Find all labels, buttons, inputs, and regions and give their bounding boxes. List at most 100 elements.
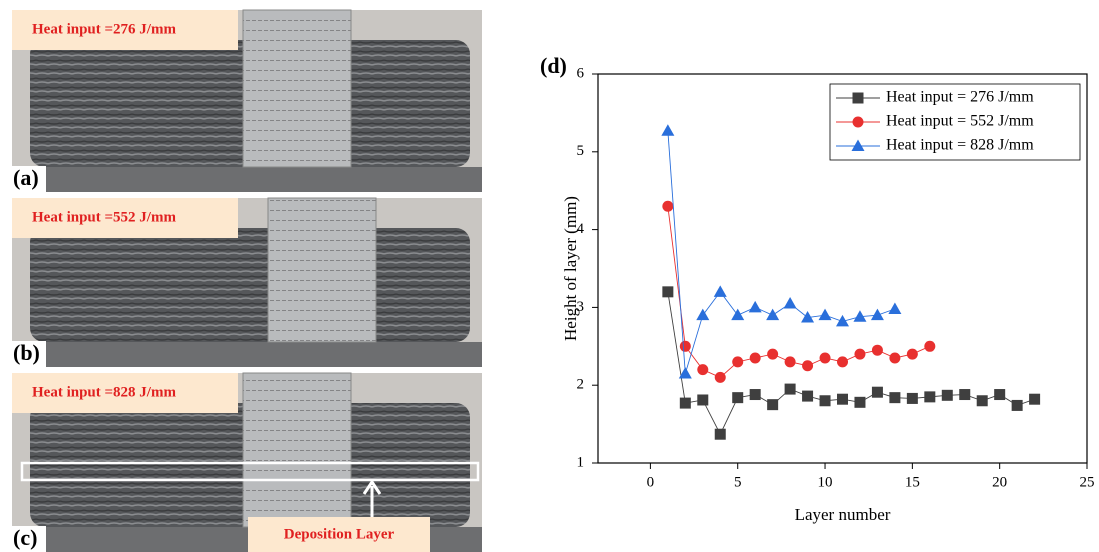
data-point [697,364,709,376]
chart-title: (d) [540,53,567,78]
legend-marker [852,92,864,104]
data-point [871,344,883,356]
y-axis-label: Height of layer (mm) [561,196,580,341]
x-axis-label: Layer number [795,505,891,524]
data-point [819,395,831,407]
data-point [837,356,848,368]
data-point [906,392,918,404]
data-point [888,302,902,314]
panel-letter: (c) [13,525,37,550]
data-point [976,395,988,407]
data-point [906,348,918,360]
data-point [1011,399,1023,411]
label-box [12,373,238,413]
data-point [836,314,849,327]
data-point [732,356,744,368]
data-point [924,391,936,403]
data-point [819,352,831,364]
series-line [667,130,896,374]
data-point [871,386,883,398]
data-point [679,397,691,409]
data-point [767,399,779,411]
data-point [662,200,674,212]
y-tick-label: 1 [577,454,585,470]
data-point [662,286,674,298]
data-point [714,428,726,440]
data-point [959,389,971,401]
x-tick-label: 10 [818,474,833,490]
legend-label: Heat input = 552 J/mm [886,113,1034,130]
data-point [870,308,884,321]
data-point [767,348,779,360]
letter-box [12,166,46,192]
x-tick-label: 15 [905,474,920,490]
plot-frame [597,73,1088,464]
legend-marker [851,139,865,151]
y-tick-label: 6 [577,65,585,81]
letter-box [12,341,46,367]
x-tick-label: 25 [1080,474,1095,490]
panel-letter: (a) [13,165,39,190]
data-point [784,356,796,368]
data-point [678,367,692,379]
data-point [661,124,675,136]
substrate [12,167,482,192]
data-point [941,389,953,401]
data-point [924,340,936,352]
panel-label: Heat input =828 J/mm [32,384,176,400]
data-point [713,285,727,297]
legend-marker [852,116,864,128]
series-line [667,291,1035,436]
y-tick-label: 4 [577,221,585,237]
data-point [731,308,745,321]
data-point [714,371,726,383]
data-point [749,352,761,364]
ruler [242,372,352,528]
annotation: Deposition Layer [284,526,395,542]
legend-label: Heat input = 828 J/mm [886,137,1034,154]
data-point [802,390,814,402]
series-line [667,206,931,378]
y-tick-label: 2 [577,377,585,393]
data-point [783,297,797,309]
letter-box [12,526,46,552]
data-point [802,360,814,372]
panel-letter: (b) [13,340,40,365]
data-point [854,396,866,408]
data-point [732,392,744,404]
deposit-wall [30,228,470,342]
legend-label: Heat input = 276 J/mm [886,89,1034,106]
data-point [766,308,780,321]
data-point [889,392,901,404]
data-point [853,310,867,322]
data-point [748,300,762,313]
data-point [1029,393,1041,405]
panel-label: Heat input =276 J/mm [32,21,176,37]
x-tick-label: 0 [647,474,655,490]
x-tick-label: 5 [734,474,742,490]
data-point [749,389,761,401]
substrate [12,342,482,367]
y-tick-label: 3 [577,299,585,315]
data-point [994,389,1006,401]
label-box [12,10,238,50]
arrow [362,479,382,518]
annotation-box [248,517,430,552]
data-point [697,394,709,406]
data-point [837,393,848,405]
ruler [242,9,352,168]
data-point [854,348,866,360]
ruler [267,197,377,343]
y-tick-label: 5 [577,143,585,159]
layer-outline [20,461,480,482]
data-point [784,383,796,395]
data-point [679,340,691,352]
label-box [12,198,238,238]
panel-label: Heat input =552 J/mm [32,209,176,225]
data-point [696,308,710,321]
data-point [801,311,815,323]
data-point [889,352,901,364]
x-tick-label: 20 [992,474,1007,490]
data-point [818,308,832,321]
